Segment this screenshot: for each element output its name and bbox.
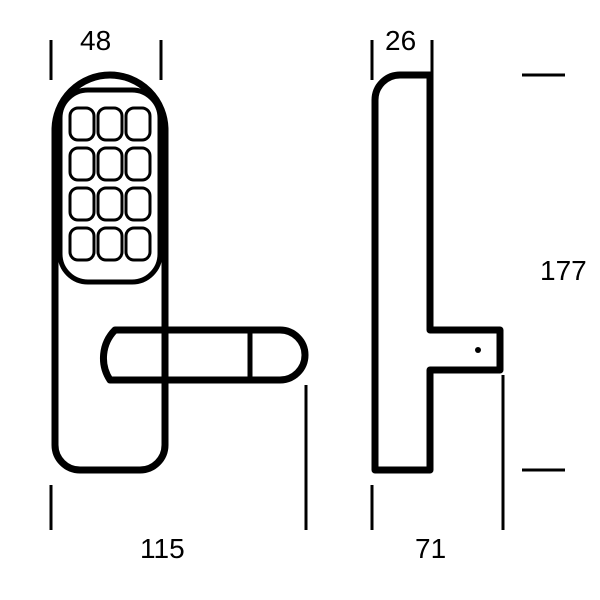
spindle-hole-icon — [475, 347, 481, 353]
front-handle — [103, 330, 305, 380]
side-body-outline — [375, 75, 500, 470]
keypad-panel — [60, 90, 160, 282]
dim-body-width: 48 — [80, 25, 111, 56]
dim-side-depth: 26 — [385, 25, 416, 56]
dim-side-height: 177 — [540, 255, 587, 286]
keypad — [70, 108, 150, 260]
dim-side-handle-depth: 71 — [415, 533, 446, 564]
dim-handle-reach: 115 — [140, 533, 185, 564]
